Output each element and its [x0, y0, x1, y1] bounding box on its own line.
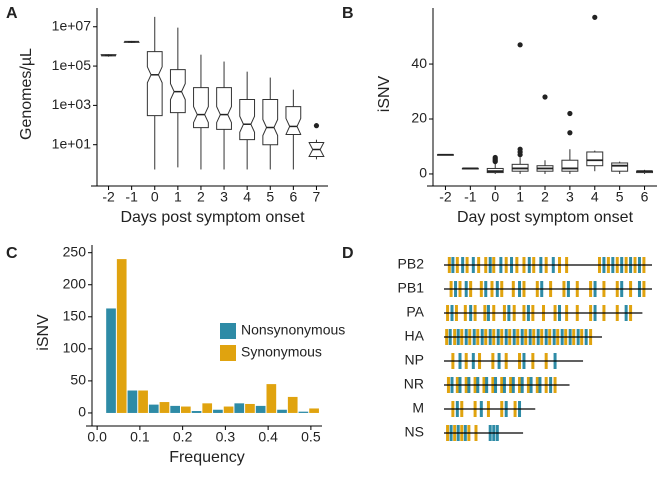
y-axis-title: iSNV [376, 75, 393, 112]
bar [287, 396, 298, 413]
bar [234, 403, 245, 413]
outlier [313, 123, 320, 129]
x-tick-label: 0.0 [87, 429, 107, 445]
x-tick-label: 0.5 [301, 429, 321, 445]
x-tick-label: 0.3 [216, 429, 236, 445]
x-tick-label: -2 [439, 189, 452, 205]
bar [309, 408, 319, 413]
x-axis-title: Day post symptom onset [457, 209, 634, 226]
segment-name: NS [405, 424, 424, 440]
y-tick-label: 100 [63, 340, 87, 356]
x-tick-label: 6 [641, 189, 649, 205]
x-tick-label: 0.1 [130, 429, 150, 445]
outlier [517, 146, 523, 152]
bar [138, 390, 148, 413]
y-tick-label: 20 [411, 110, 427, 126]
x-tick-label: 6 [289, 189, 297, 205]
bar [106, 308, 116, 413]
x-tick-label: 0.4 [258, 429, 278, 445]
box [193, 87, 209, 129]
x-tick-label: 0.2 [173, 429, 193, 445]
x-tick-label: 1 [516, 189, 524, 205]
bar [245, 403, 255, 413]
box [216, 87, 232, 130]
x-axis-title: Frequency [169, 449, 245, 466]
bar [127, 390, 138, 413]
x-tick-label: 0 [491, 189, 499, 205]
y-tick-label: 0 [78, 404, 86, 420]
x-tick-label: -1 [464, 189, 477, 205]
outlier [542, 94, 548, 100]
y-tick-label: 1e+07 [52, 17, 92, 33]
outlier [592, 14, 598, 20]
segment-name: PB2 [398, 256, 425, 272]
bar [266, 384, 277, 413]
bar [202, 403, 213, 413]
bar [116, 259, 127, 413]
y-tick-label: 1e+01 [52, 135, 92, 151]
x-tick-label: 2 [541, 189, 549, 205]
segment-name: HA [405, 328, 425, 344]
box [586, 151, 604, 167]
y-tick-label: 250 [63, 243, 87, 259]
box [239, 98, 256, 141]
box [262, 98, 279, 146]
segment-name: NR [404, 376, 424, 392]
box [611, 162, 629, 172]
bar [170, 405, 180, 413]
bar [223, 406, 234, 413]
x-tick-label: -2 [102, 189, 115, 205]
x-tick-label: -1 [125, 189, 138, 205]
bar [255, 405, 266, 413]
y-tick-label: 150 [63, 307, 87, 323]
box [285, 106, 302, 136]
segment-name: PB1 [398, 280, 425, 296]
legend-swatch [220, 323, 236, 339]
x-tick-label: 1 [174, 189, 182, 205]
legend-label: Synonymous [241, 344, 322, 360]
outlier [517, 42, 523, 48]
outlier [567, 110, 573, 117]
x-axis-title: Days post symptom onset [120, 209, 305, 226]
y-tick-label: 1e+05 [52, 57, 92, 73]
x-tick-label: 4 [591, 189, 599, 205]
bar [191, 411, 202, 413]
panel-label: D [342, 245, 354, 262]
outlier [567, 130, 573, 136]
segment-name: PA [406, 304, 424, 320]
x-tick-label: 4 [243, 189, 251, 205]
box [146, 51, 163, 117]
box [561, 159, 579, 172]
x-tick-label: 0 [151, 189, 159, 205]
x-tick-label: 5 [266, 189, 274, 205]
x-tick-label: 5 [616, 189, 624, 205]
panel-label: A [6, 5, 18, 22]
y-tick-label: 200 [63, 275, 87, 291]
panel-label: B [342, 5, 354, 22]
bar [148, 404, 159, 413]
y-axis-title: iSNV [35, 314, 52, 351]
legend-swatch [220, 345, 236, 361]
y-tick-label: 0 [419, 165, 427, 181]
outlier [492, 154, 498, 161]
bar [277, 409, 287, 413]
y-tick-label: 50 [70, 372, 86, 388]
legend-label: Nonsynonymous [241, 322, 345, 338]
bar [298, 411, 309, 413]
bar [159, 402, 170, 413]
x-tick-label: 3 [220, 189, 228, 205]
y-tick-label: 40 [411, 55, 427, 71]
bar [213, 409, 223, 413]
bar [180, 406, 191, 413]
y-axis-title: Genomes/µL [18, 48, 35, 140]
panel-label: C [6, 245, 18, 262]
x-tick-label: 7 [313, 189, 321, 205]
x-tick-label: 3 [566, 189, 574, 205]
segment-name: M [412, 400, 424, 416]
x-tick-label: 2 [197, 189, 205, 205]
y-tick-label: 1e+03 [52, 96, 92, 112]
segment-name: NP [405, 352, 424, 368]
